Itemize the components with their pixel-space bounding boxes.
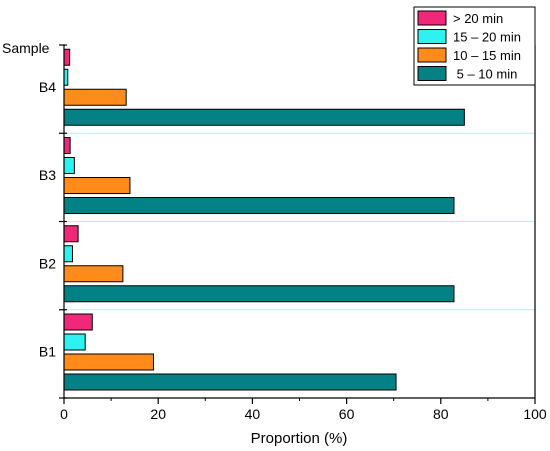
legend-label-20-min: > 20 min xyxy=(453,11,503,26)
legend-label-5-10-min: 5 – 10 min xyxy=(453,67,517,82)
bar-b4-20-min xyxy=(63,48,71,66)
bar-b2-5-10-min xyxy=(63,285,455,303)
bar-b1-10-15-min xyxy=(63,353,154,371)
x-tick-label: 40 xyxy=(245,406,261,422)
bar-b3-20-min xyxy=(63,137,71,154)
category-label-b1: B1 xyxy=(39,344,56,360)
bar-b3-15-20-min xyxy=(63,157,75,174)
legend: > 20 min 15 – 20 min 10 – 15 min 5 – 10 mi… xyxy=(413,6,536,86)
legend-label-15-20-min: 15 – 20 min xyxy=(453,30,521,45)
legend-swatch-10-15-min xyxy=(417,47,447,63)
bar-b4-10-15-min xyxy=(63,88,127,106)
bar-b4-5-10-min xyxy=(63,108,465,126)
x-tick-label: 60 xyxy=(339,406,355,422)
legend-swatch-20-min xyxy=(417,10,447,26)
bar-b1-5-10-min xyxy=(63,373,397,391)
x-tick-label: 0 xyxy=(60,406,68,422)
legend-label-10-15-min: 10 – 15 min xyxy=(453,48,521,63)
x-axis-label: Proportion (%) xyxy=(251,430,348,447)
bar-b1-15-20-min xyxy=(63,333,86,351)
bar-b1-20-min xyxy=(63,313,93,331)
bar-b2-15-20-min xyxy=(63,245,73,263)
category-label-b4: B4 xyxy=(39,79,56,95)
x-tick-label: 80 xyxy=(433,406,449,422)
sample-axis-label: Sample xyxy=(2,40,50,56)
bar-b3-5-10-min xyxy=(63,197,455,214)
x-tick-label: 20 xyxy=(150,406,166,422)
bar-b2-20-min xyxy=(63,225,79,243)
category-label-b3: B3 xyxy=(39,167,56,183)
x-tick-label: 100 xyxy=(523,406,547,422)
bar-b3-10-15-min xyxy=(63,177,131,194)
bars xyxy=(63,48,465,391)
bar-b2-10-15-min xyxy=(63,265,124,283)
category-separators xyxy=(64,132,535,311)
legend-swatch-15-20-min xyxy=(417,29,447,44)
category-label-b2: B2 xyxy=(39,255,56,271)
legend-swatch-5-10-min xyxy=(417,66,447,81)
axes: B4 B3 B2 B1 0 20 40 60 80 100 xyxy=(39,44,547,422)
